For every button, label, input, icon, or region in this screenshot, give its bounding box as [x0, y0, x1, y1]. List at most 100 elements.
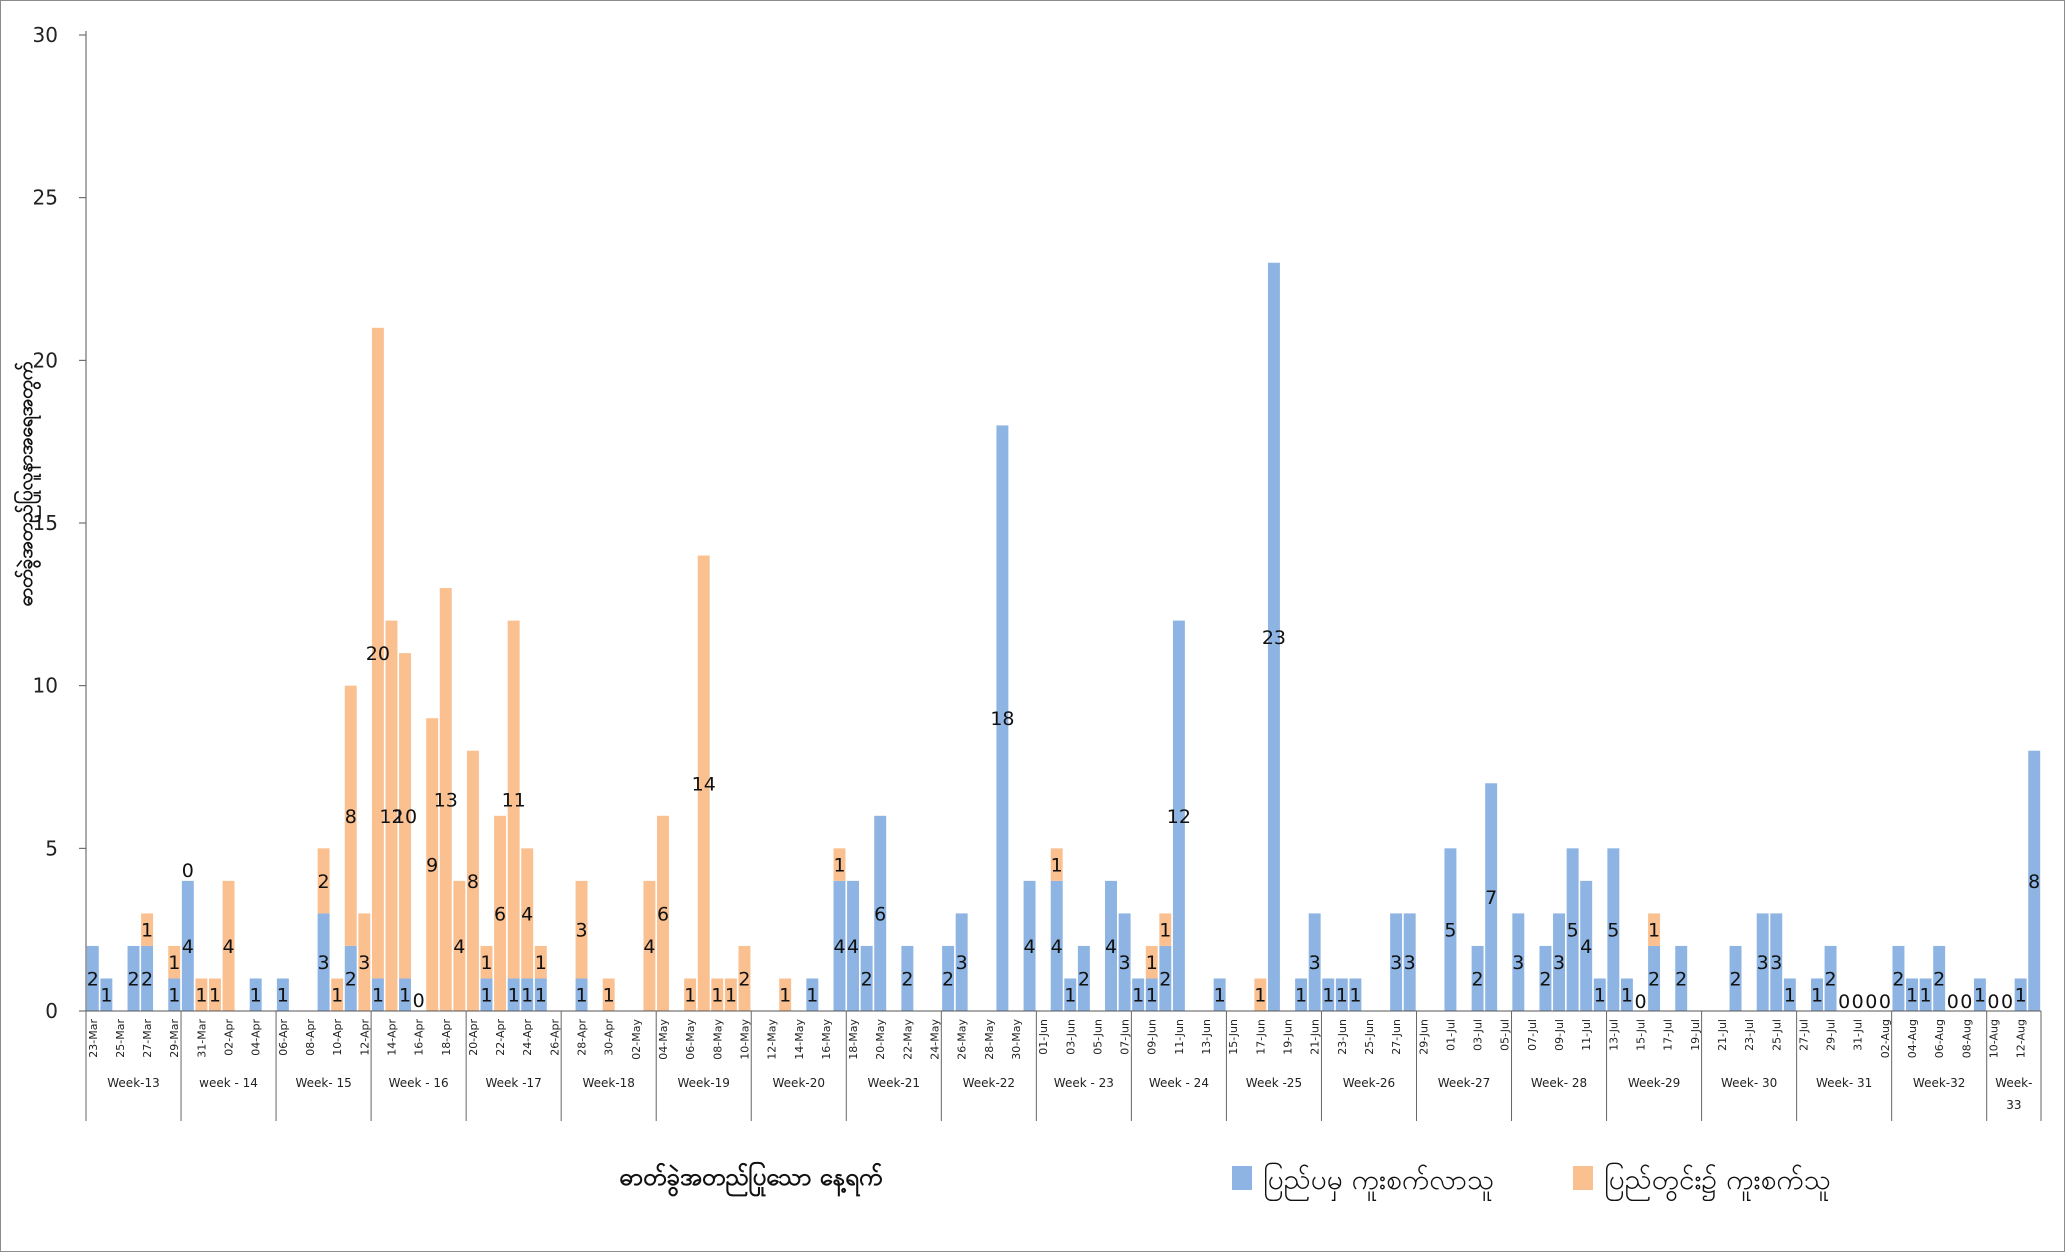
data-label-local: 1 [603, 985, 615, 1007]
bar-imported [1607, 848, 1620, 1011]
data-label-imported: 1 [372, 985, 384, 1007]
bar-imported [901, 945, 914, 1011]
x-tick-label: 15-Jun [1227, 1019, 1240, 1055]
data-label-imported: 4 [1105, 936, 1117, 958]
bar-imported [534, 978, 547, 1011]
bar-imported [1105, 880, 1117, 1011]
data-label-local: 0 [182, 860, 194, 882]
x-axis-title: ဓာတ်ခွဲအတည်ပြုသော နေ့ရက် [620, 1161, 883, 1197]
bar-imported [955, 913, 968, 1011]
bar-local [453, 880, 466, 1011]
bar-imported [860, 945, 873, 1011]
week-label: Week -17 [486, 1076, 542, 1090]
data-label-local: 14 [692, 773, 716, 795]
x-tick-label: 17-Jun [1254, 1019, 1267, 1055]
week-label: Week- 30 [1721, 1076, 1777, 1090]
bar-imported [1159, 945, 1172, 1011]
bar-imported [1824, 945, 1837, 1011]
bar-local [399, 653, 412, 979]
data-label-local: 1 [195, 985, 207, 1007]
y-axis: 0 5 10 15 20 25 30 [33, 23, 87, 1023]
x-tick-label: 15-Jul [1634, 1019, 1647, 1051]
data-label-local: 8 [467, 871, 479, 893]
data-label-imported: 0 [1987, 991, 1999, 1013]
x-tick-label: 13-Jun [1200, 1019, 1213, 1055]
x-tick-label: 26-Apr [548, 1019, 561, 1056]
x-tick-label: 25-Jul [1770, 1019, 1783, 1051]
x-tick-label: 27-Mar [141, 1019, 154, 1058]
x-tick-label: 09-Jun [1146, 1019, 1159, 1055]
data-label-imported: 3 [1390, 952, 1402, 974]
x-tick-label: 10-Aug [1987, 1019, 2000, 1058]
data-label-imported: 1 [1132, 985, 1144, 1007]
legend-label-imported: ပြည်ပမှ ကူးစက်လာသူ [1263, 1161, 1494, 1202]
bar-local [494, 815, 507, 1011]
data-label-imported: 0 [1838, 991, 1850, 1013]
x-tick-label: 05-Jun [1091, 1019, 1104, 1055]
x-tick-label: 09-Jul [1553, 1019, 1566, 1051]
bar-local [657, 815, 669, 1011]
data-label-imported: 12 [1167, 806, 1191, 828]
legend-swatch-imported [1232, 1166, 1252, 1190]
bar-local [534, 945, 547, 979]
data-label-local: 1 [480, 952, 492, 974]
data-label-imported: 3 [1119, 952, 1131, 974]
bar-imported [1322, 978, 1335, 1011]
week-label: Week-18 [582, 1076, 634, 1090]
x-tick-label: 28-May [983, 1019, 996, 1060]
data-label-imported: 1 [1906, 985, 1918, 1007]
data-label-imported: 1 [1214, 985, 1226, 1007]
bar-imported [1471, 945, 1484, 1011]
bar-local [779, 978, 792, 1011]
bar-imported [344, 945, 357, 1011]
data-label-imported: 2 [1729, 968, 1741, 990]
data-label-local: 9 [426, 855, 438, 877]
x-tick-label: 20-May [874, 1019, 887, 1060]
week-label: Week-22 [963, 1076, 1015, 1090]
bar-local [317, 848, 330, 914]
data-label-imported: 1 [575, 985, 587, 1007]
data-label-local: 20 [366, 643, 390, 665]
bar-imported [1553, 913, 1566, 1011]
x-tick-label: 10-May [738, 1019, 751, 1060]
data-label-local: 2 [318, 871, 330, 893]
x-tick-label: 21-Jun [1309, 1019, 1322, 1055]
data-label-local: 0 [413, 990, 425, 1012]
legend: ပြည်ပမှ ကူးစက်လာသူ ပြည်တွင်း၌ ကူးစက်သူ [1232, 1161, 1831, 1202]
bar-imported [1648, 945, 1661, 1011]
x-tick-label: 11-Jun [1173, 1019, 1186, 1055]
data-label-imported: 5 [1607, 920, 1619, 942]
y-tick-label: 30 [33, 23, 58, 47]
bar-imported [371, 978, 384, 1011]
x-tick-label: 04-Apr [250, 1019, 263, 1056]
bar-local [331, 978, 344, 1011]
bar-imported [1485, 783, 1498, 1011]
x-tick-label: 02-May [630, 1019, 643, 1060]
data-label-imported: 1 [1974, 985, 1986, 1007]
bar-local [141, 913, 154, 946]
x-tick-label: 24-May [929, 1019, 942, 1060]
data-label-imported: 1 [480, 985, 492, 1007]
x-tick-label: 22-Apr [494, 1019, 507, 1056]
bar-local [466, 750, 479, 1011]
bar-local [575, 880, 588, 979]
bar-imported [942, 945, 955, 1011]
x-tick-label: 02-Aug [1879, 1019, 1892, 1058]
bar-imported [1783, 978, 1796, 1011]
data-label-local: 1 [1254, 985, 1266, 1007]
data-label-imported: 2 [901, 968, 913, 990]
data-label-local: 3 [575, 920, 587, 942]
bar-imported [1403, 913, 1416, 1011]
bar-local [1648, 913, 1661, 946]
x-tick-label: 23-Mar [87, 1019, 100, 1058]
data-label-imported: 1 [1064, 985, 1076, 1007]
data-label-imported: 1 [806, 985, 818, 1007]
x-tick-label: 06-Apr [277, 1019, 290, 1056]
y-tick-label: 10 [33, 674, 58, 698]
x-tick-label: 25-Mar [114, 1019, 127, 1058]
x-tick-label: 28-Apr [576, 1019, 589, 1056]
data-label-imported: 7 [1485, 887, 1497, 909]
data-label-imported: 23 [1262, 627, 1286, 649]
